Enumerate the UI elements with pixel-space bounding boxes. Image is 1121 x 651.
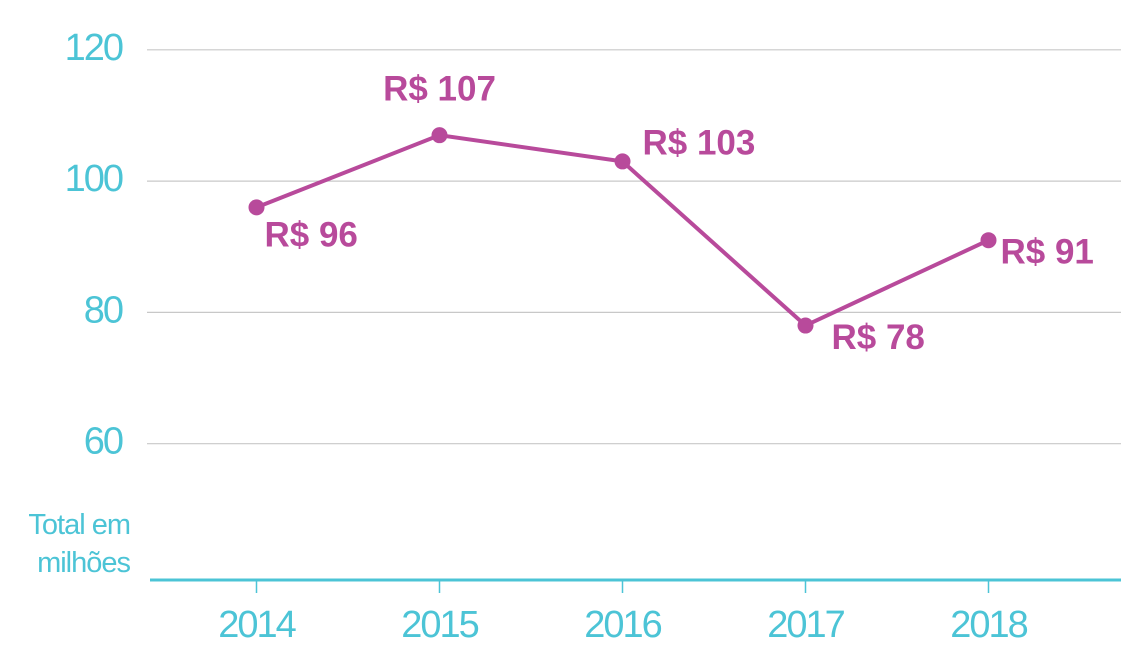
data-point <box>431 127 448 144</box>
data-point <box>614 153 631 170</box>
x-tick-label: 2018 <box>950 604 1027 646</box>
data-point <box>248 199 265 216</box>
x-tick-label: 2014 <box>218 604 296 646</box>
x-tick-label: 2017 <box>767 604 844 646</box>
data-point <box>797 317 814 334</box>
data-label: R$ 91 <box>1001 232 1094 271</box>
y-tick-label: 60 <box>84 421 123 463</box>
data-label: R$ 103 <box>643 124 756 163</box>
x-tick-label: 2016 <box>584 604 661 646</box>
data-label: R$ 107 <box>383 69 496 108</box>
y-axis-label: Total em milhões <box>28 509 131 579</box>
y-tick-label: 120 <box>65 27 123 69</box>
y-tick-label: 100 <box>65 158 123 200</box>
data-point <box>980 232 997 249</box>
data-label: R$ 78 <box>832 318 925 357</box>
x-tick-label: 2015 <box>401 604 478 646</box>
y-tick-label: 80 <box>84 289 123 331</box>
data-label: R$ 96 <box>265 216 358 255</box>
